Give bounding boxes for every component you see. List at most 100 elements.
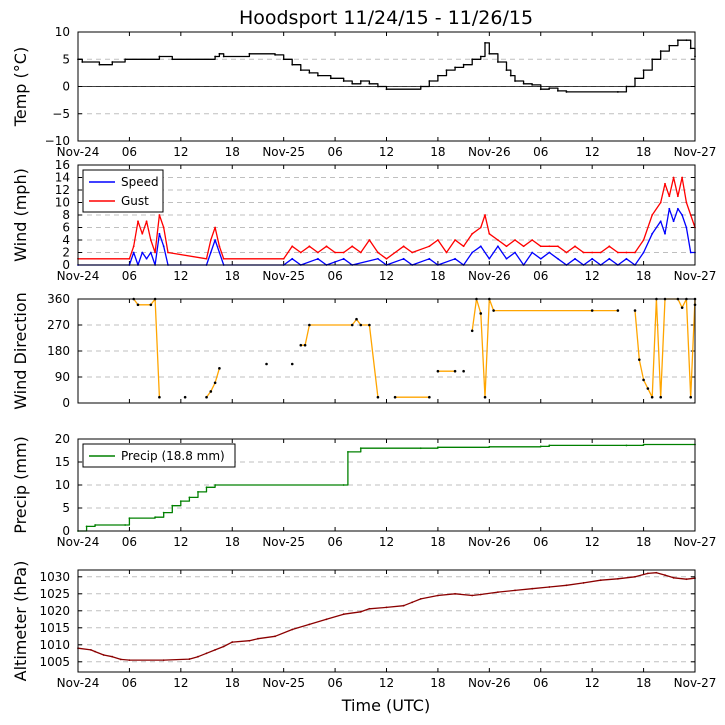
altimeter-data-point [385,606,388,609]
direction-data-point [355,317,358,321]
precip-xtick-label: 06 [327,535,342,549]
altimeter-data-point [616,577,619,580]
wind-data-point [685,226,688,229]
precip-data-point [154,516,157,519]
temperature-data-point [642,69,645,72]
wind-data-point [514,239,516,241]
altimeter-xtick-label: 06 [533,676,548,690]
direction-data-point [646,387,650,390]
wind-ytick-label: 14 [55,171,70,185]
direction-data-point [436,369,440,373]
wind-xtick-label: 18 [430,269,445,283]
temperature-xtick-label: Nov-24 [57,145,100,159]
wind-frame [77,164,696,266]
direction-data-point [470,329,474,333]
wind-data-point [514,251,516,254]
altimeter-data-point [672,576,675,579]
direction-data-point [350,323,354,327]
altimeter-data-point [89,649,92,651]
direction-ytick-label: 90 [55,370,70,384]
direction-data-point [393,395,397,399]
altimeter-data-point [402,604,405,607]
precip-xtick-label: Nov-26 [468,535,511,549]
temperature-data-point [509,74,512,77]
wind-data-point [218,251,221,254]
altimeter-data-point [514,589,516,592]
wind-data-point [676,207,679,210]
temperature-data-point [81,61,84,63]
temperature-data-point [317,74,319,77]
precip-data-point [548,444,551,447]
temperature-data-point [488,52,491,55]
precip-data-point [197,491,199,493]
precip-data-point [488,445,491,448]
wind-data-point [497,245,499,248]
wind-data-point [689,251,692,254]
precip-panel: 0 5 10 15 20 Nov-24 06 12 18 Nov-25 06 12 18 Nov-26 06… [11,432,716,549]
altimeter-data-point [664,574,666,576]
wind-data-point [205,257,208,260]
direction-data-point [205,395,208,399]
precip-data-point [171,504,174,507]
altimeter-ytick-label: 1020 [39,604,70,618]
direction-series-direction [634,298,696,398]
direction-data-point [590,309,594,312]
altimeter-data-point [548,586,551,588]
wind-data-point [681,214,684,216]
temperature-data-point [291,63,294,66]
wind-data-point [676,195,679,198]
temperature-data-point [531,83,534,86]
wind-data-point [664,232,666,235]
wind-data-point [574,257,576,260]
altimeter-data-point [231,641,234,643]
temperature-data-point [651,58,654,61]
direction-y-axis-title: Wind Direction [11,292,30,410]
temperature-data-point [308,71,311,74]
altimeter-xtick-label: Nov-25 [262,676,305,690]
altimeter-data-point [214,649,217,651]
altimeter-data-point [257,637,259,640]
wind-data-point [531,239,534,241]
temperature-xtick-label: 18 [225,145,240,159]
wind-data-point [359,251,362,254]
wind-data-point [556,245,559,248]
wind-data-point [149,251,152,254]
temperature-data-point [98,63,101,66]
wind-data-point [689,214,692,216]
wind-data-point [642,239,645,241]
direction-data-point [689,395,693,399]
temperature-data-point [218,52,221,55]
altimeter-xtick-label: 12 [585,676,600,690]
wind-data-point [634,251,636,254]
altimeter-data-point [646,572,649,575]
altimeter-xtick-label: 18 [225,676,240,690]
wind-data-point [158,214,161,216]
direction-data-point [650,395,654,399]
altimeter-data-point [359,610,362,613]
chart-title: Hoodsport 11/24/15 - 11/26/15 [239,7,533,29]
altimeter-xtick-label: Nov-24 [57,676,100,690]
wind-data-point [659,201,662,204]
wind-legend-label: Gust [121,194,149,208]
wind-data-point [214,239,217,241]
altimeter-data-point [111,655,114,658]
altimeter-xtick-label: 18 [430,676,445,690]
precip-xtick-label: Nov-25 [262,535,305,549]
wind-data-point [672,176,675,179]
altimeter-panel: 1005 1010 1015 1020 1025 1030 Nov-24 06 12 18 Nov-… [11,561,716,690]
temperature-data-point [479,55,482,58]
temperature-data-point [248,52,251,55]
wind-data-point [317,251,319,254]
wind-data-point [132,245,135,248]
wind-series-gust [78,176,696,260]
direction-data-point [209,390,213,393]
x-axis-title: Time (UTC) [341,696,430,715]
temperature-y-axis-title: Temp (°C) [11,47,30,127]
altimeter-xtick-label: 06 [122,676,137,690]
precip-data-point [342,484,345,486]
wind-data-point [158,232,161,235]
direction-data-point [492,309,495,312]
temperature-data-point [329,77,332,80]
wind-xtick-label: 06 [533,269,548,283]
